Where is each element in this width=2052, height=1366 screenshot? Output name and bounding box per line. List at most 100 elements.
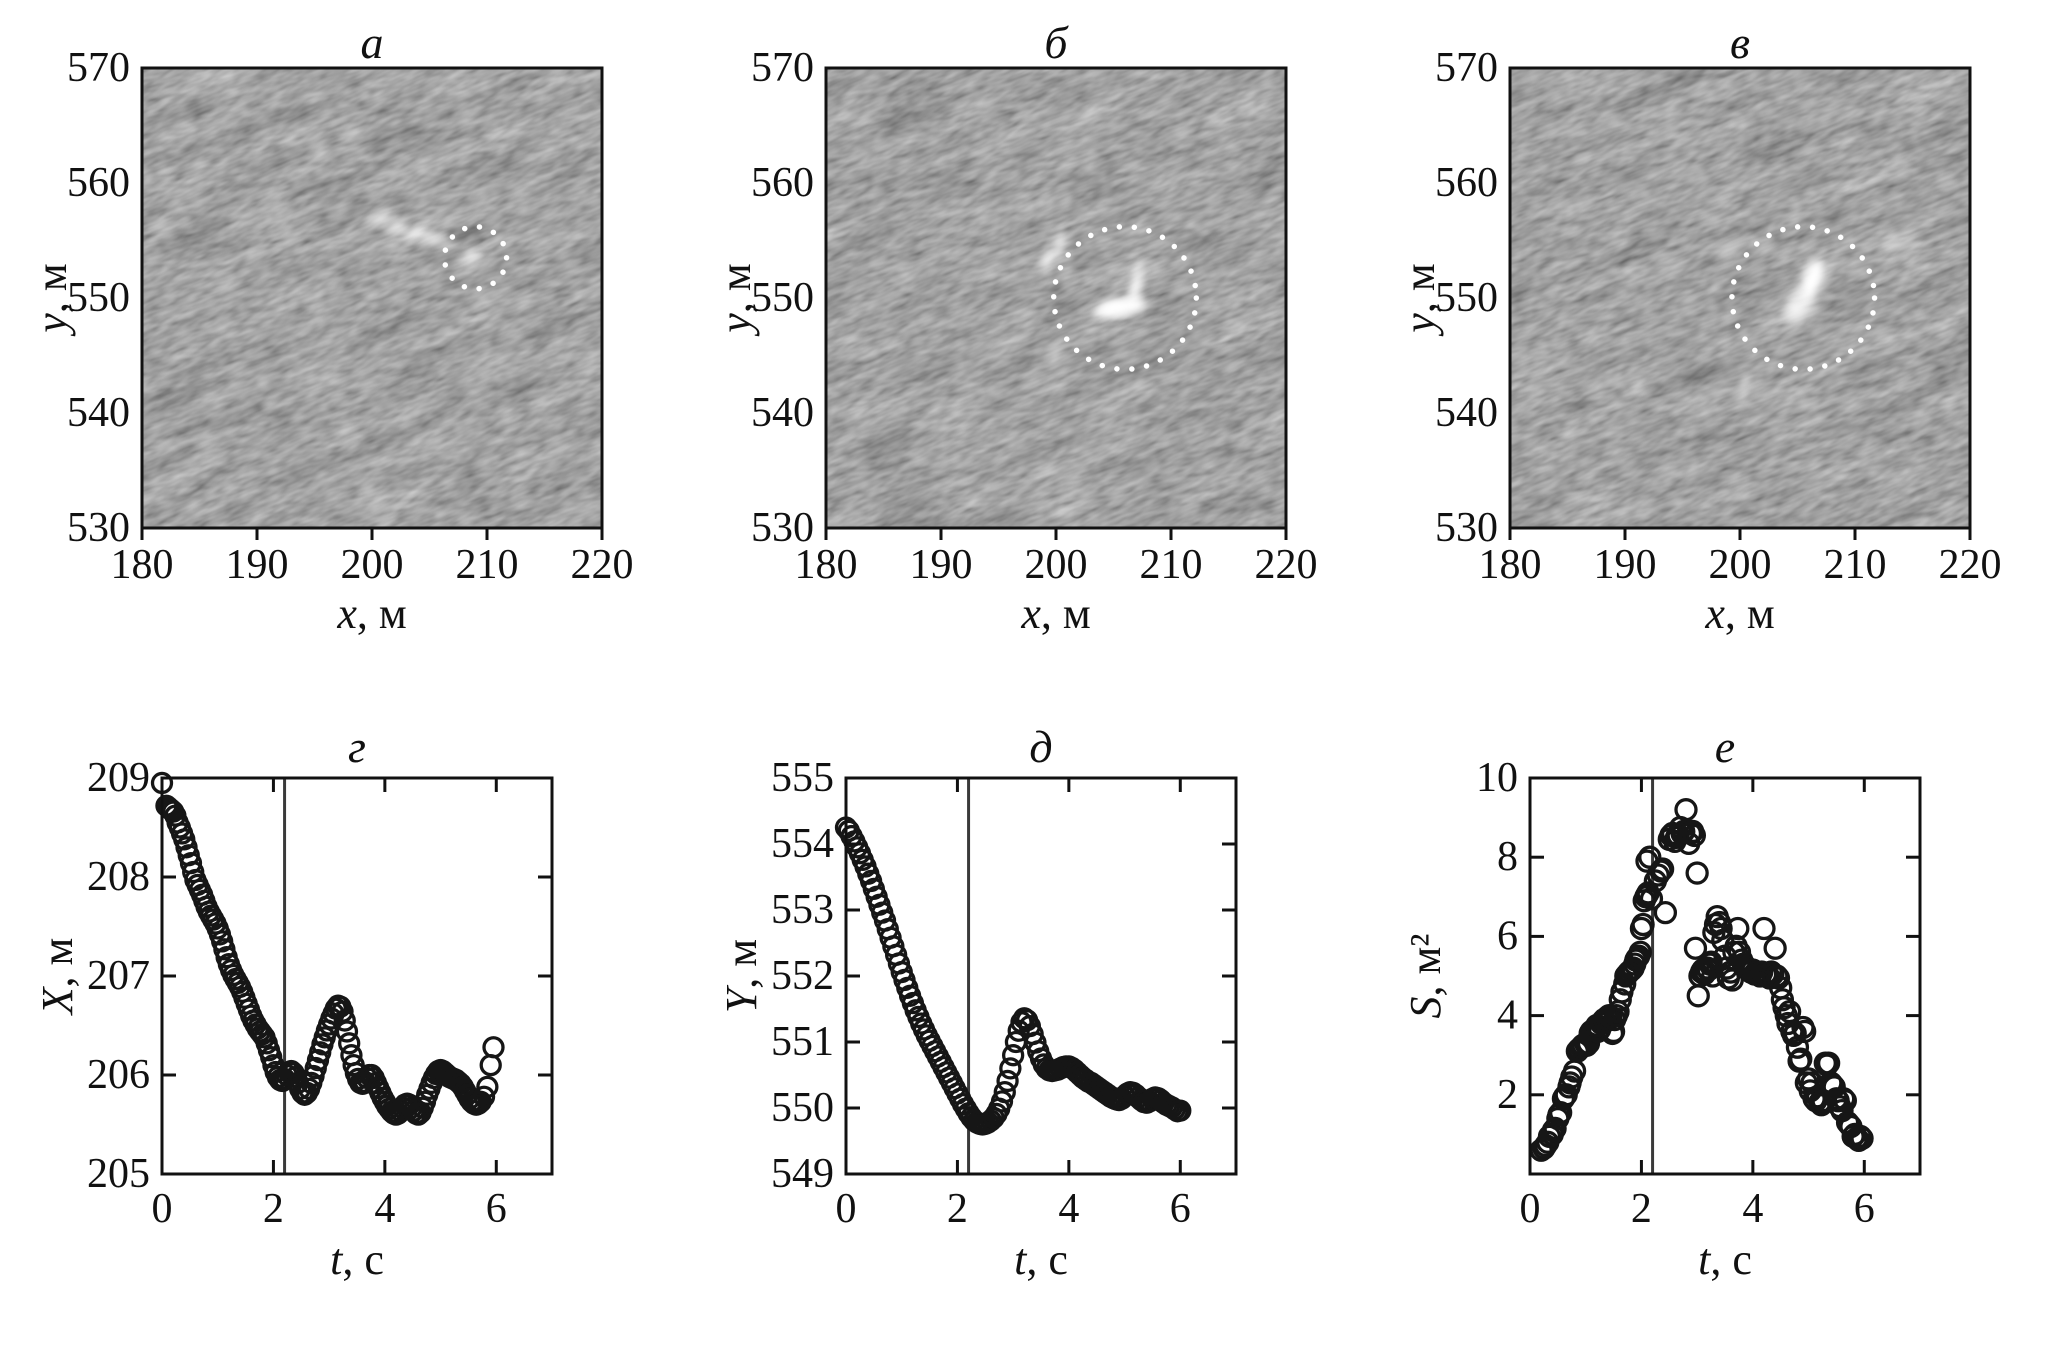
plot-frame	[160, 776, 554, 1176]
bright-feature	[364, 212, 394, 226]
panel-v-x-axis-label: x, м	[1510, 588, 1970, 639]
image-panel-svg: 180 190 200 210 220 530 540 550 560 570	[67, 45, 634, 588]
annotation-dotted-circle	[1050, 223, 1200, 373]
x-axis-variable: x	[1021, 589, 1041, 638]
panel-a-sonar-image: 180 190 200 210 220 530 540 550 560 570	[40, 45, 724, 602]
x-tick-label: 2	[1631, 1186, 1652, 1232]
x-axis-unit: , м	[1724, 589, 1775, 638]
y-tick-label: 570	[1435, 45, 1498, 91]
panel-a: а y, м 180 190 200 210 220 530 540 550 560 570 x,…	[27, 16, 644, 684]
y-tick-label: 8	[1497, 834, 1518, 880]
axis-ticks-and-labels: 180 190 200 210 220 530 540 550 560 570	[1435, 45, 2002, 588]
panel-b-title: б	[1044, 17, 1068, 68]
y-tick-label: 205	[87, 1151, 150, 1197]
bright-feature	[1781, 305, 1804, 326]
y-tick-label: 551	[771, 1019, 834, 1065]
panel-b-sonar-image: 180 190 200 210 220 530 540 550 560 570	[724, 45, 1408, 602]
x-axis-variable: t	[1014, 1235, 1027, 1284]
scatter-points	[834, 816, 1192, 1136]
bright-feature	[1052, 231, 1067, 259]
plot-frame	[1528, 776, 1922, 1176]
x-axis-unit: , с	[1710, 1235, 1752, 1284]
y-tick-label: 540	[67, 390, 130, 436]
x-tick-label: 210	[1140, 542, 1203, 588]
panel-g-scatter-plot: 0 2 4 6 205 206 207 208 209	[40, 755, 724, 1238]
y-tick-label: 560	[1435, 160, 1498, 206]
y-tick-label: 530	[67, 505, 130, 551]
panel-e-title: е	[1714, 721, 1736, 772]
panel-v: в y, м 180 190 200 210 220 530 540 550 560 570 x,…	[1395, 16, 2012, 684]
x-tick-label: 6	[486, 1186, 507, 1232]
x-tick-label: 0	[1520, 1186, 1541, 1232]
sonar-image	[826, 68, 1286, 528]
panel-d: д Y, м 0 2 4 6 549 550 551 552 553 554 555 t, с	[717, 716, 1328, 1350]
scatter-plot-svg: 0 2 4 6 2 4 6 8 10	[1476, 755, 1922, 1232]
axis-ticks-and-labels: 180 190 200 210 220 530 540 550 560 570	[751, 45, 1318, 588]
bright-features	[328, 204, 483, 264]
bright-feature	[1133, 260, 1144, 281]
annotation-dotted-circle	[441, 223, 510, 292]
y-tick-label: 570	[67, 45, 130, 91]
y-tick-label: 207	[87, 953, 150, 999]
y-tick-label: 540	[751, 390, 814, 436]
bright-feature	[464, 249, 483, 264]
scatter-points	[1529, 798, 1874, 1162]
bright-feature	[403, 227, 429, 240]
y-tick-label: 530	[1435, 505, 1498, 551]
panel-a-x-axis-label: x, м	[142, 588, 602, 639]
x-tick-label: 190	[226, 542, 289, 588]
x-axis-unit: , м	[356, 589, 407, 638]
panel-g-x-axis-label: t, с	[162, 1234, 552, 1285]
image-panel-svg: 180 190 200 210 220 530 540 550 560 570	[1435, 45, 2002, 588]
x-tick-label: 200	[1025, 542, 1088, 588]
bright-feature	[421, 233, 445, 245]
x-tick-label: 2	[263, 1186, 284, 1232]
panel-g-title: г	[348, 721, 366, 772]
panel-d-title: д	[1029, 721, 1053, 772]
x-tick-label: 190	[1594, 542, 1657, 588]
panel-e: е S, м² 0 2 4 6 2 4 6 8 10 t, с	[1401, 716, 2012, 1350]
panel-e-scatter-plot: 0 2 4 6 2 4 6 8 10	[1408, 755, 2052, 1238]
x-tick-label: 4	[1058, 1186, 1079, 1232]
bright-feature	[1738, 376, 1751, 404]
axis-ticks-and-labels: 0 2 4 6 205 206 207 208 209	[87, 755, 552, 1232]
x-tick-label: 200	[1709, 542, 1772, 588]
y-tick-label: 550	[751, 275, 814, 321]
scatter-plot-svg: 0 2 4 6 549 550 551 552 553 554 555	[771, 755, 1238, 1232]
bright-feature	[386, 220, 409, 233]
bright-features	[1040, 231, 1148, 367]
bright-feature	[328, 204, 351, 217]
y-tick-label: 540	[1435, 390, 1498, 436]
y-tick-label: 6	[1497, 913, 1518, 959]
x-tick-label: 4	[1742, 1186, 1763, 1232]
x-tick-label: 180	[111, 542, 174, 588]
x-axis-unit: , с	[342, 1235, 384, 1284]
y-tick-label: 560	[751, 160, 814, 206]
y-tick-label: 206	[87, 1052, 150, 1098]
x-tick-label: 220	[571, 542, 634, 588]
bright-feature	[438, 239, 457, 249]
bright-feature	[1040, 249, 1056, 273]
x-tick-label: 210	[456, 542, 519, 588]
y-tick-label: 560	[67, 160, 130, 206]
x-tick-label: 180	[1479, 542, 1542, 588]
x-tick-label: 220	[1939, 542, 2002, 588]
image-panel-svg: 180 190 200 210 220 530 540 550 560 570	[751, 45, 1318, 588]
bright-features	[1713, 236, 1918, 404]
y-tick-label: 208	[87, 854, 150, 900]
x-tick-label: 0	[152, 1186, 173, 1232]
y-tick-label: 550	[1435, 275, 1498, 321]
x-tick-label: 190	[910, 542, 973, 588]
y-tick-label: 10	[1476, 755, 1518, 801]
y-tick-label: 550	[771, 1085, 834, 1131]
y-tick-label: 553	[771, 887, 834, 933]
x-tick-label: 220	[1255, 542, 1318, 588]
x-axis-variable: x	[337, 589, 357, 638]
sonar-image	[142, 68, 602, 528]
y-tick-label: 552	[771, 953, 834, 999]
x-axis-variable: t	[1698, 1235, 1711, 1284]
y-tick-label: 2	[1497, 1072, 1518, 1118]
panel-a-title: а	[360, 17, 384, 68]
y-tick-label: 209	[87, 755, 150, 801]
